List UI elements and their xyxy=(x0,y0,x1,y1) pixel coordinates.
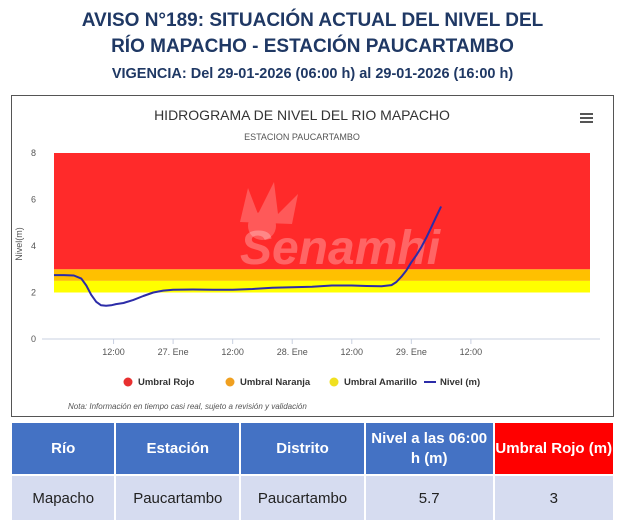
y-tick-label: 6 xyxy=(31,195,36,205)
y-tick-label: 4 xyxy=(31,241,36,251)
band-umbral-naranja xyxy=(54,269,590,281)
table-header-cell: Río xyxy=(11,422,116,475)
x-tick-label: 27. Ene xyxy=(158,347,189,357)
series-layer xyxy=(54,206,443,307)
axes: 0 2 4 6 8 12:00 27. Ene 12:00 28. Ene 12:00 29. En… xyxy=(31,148,600,357)
x-tick-label: 12:00 xyxy=(102,347,125,357)
table-cell: Paucartambo xyxy=(240,475,365,521)
legend-marker xyxy=(225,377,235,387)
table-cell: Mapacho xyxy=(11,475,116,521)
table-header-row: Río Estación Distrito Nivel a las 06:00 h (… xyxy=(11,422,614,475)
table-header-cell: Distrito xyxy=(240,422,365,475)
y-tick-label: 0 xyxy=(31,334,36,344)
legend-label: Umbral Amarillo xyxy=(344,377,417,388)
chart-subtitle: ESTACION PAUCARTAMBO xyxy=(244,132,360,142)
y-axis-label: Nivel(m) xyxy=(14,227,24,261)
table-header-cell: Nivel a las 06:00 h (m) xyxy=(364,422,494,475)
legend-marker xyxy=(123,377,133,387)
watermark-text: Senamhi xyxy=(240,222,442,275)
hydrograph-svg: HIDROGRAMA DE NIVEL DEL RIO MAPACHO ESTA… xyxy=(14,107,600,411)
band-umbral-rojo xyxy=(54,153,590,270)
table-row: Mapacho Paucartambo Paucartambo 5.7 3 xyxy=(11,475,614,521)
legend-label: Umbral Rojo xyxy=(138,377,195,388)
legend-marker xyxy=(329,377,339,387)
table-header-cell: Umbral Rojo (m) xyxy=(493,422,614,475)
chart-legend: Umbral Rojo Umbral Naranja Umbral Amarillo… xyxy=(123,377,480,388)
series-line-nivel xyxy=(54,206,443,307)
table-header-cell: Estación xyxy=(115,422,241,475)
x-tick-label: 28. Ene xyxy=(277,347,308,357)
hydrograph-chart: HIDROGRAMA DE NIVEL DEL RIO MAPACHO ESTA… xyxy=(11,95,614,417)
validity-period: VIGENCIA: Del 29-01-2026 (06:00 h) al 29… xyxy=(111,66,514,82)
x-tick-label: 12:00 xyxy=(460,347,483,357)
table-cell: 5.7 xyxy=(364,475,494,521)
legend-label: Umbral Naranja xyxy=(240,377,311,388)
page-title-line-2: RÍO MAPACHO - ESTACIÓN PAUCARTAMBO xyxy=(111,36,514,57)
y-tick-label: 2 xyxy=(31,288,36,298)
station-table: Río Estación Distrito Nivel a las 06:00 h (… xyxy=(11,422,614,521)
chart-note: Nota: Información en tiempo casi real, s… xyxy=(68,402,307,411)
x-tick-label: 29. Ene xyxy=(396,347,427,357)
page-title-line-1: AVISO N°189: SITUACIÓN ACTUAL DEL NIVEL … xyxy=(81,10,544,31)
table-cell: 3 xyxy=(493,475,614,521)
table-body: Mapacho Paucartambo Paucartambo 5.7 3 xyxy=(11,475,614,521)
table-cell: Paucartambo xyxy=(115,475,241,521)
chart-menu-icon[interactable] xyxy=(578,110,594,126)
legend-label: Nivel (m) xyxy=(440,377,480,388)
x-tick-label: 12:00 xyxy=(341,347,364,357)
y-tick-label: 8 xyxy=(31,148,36,158)
chart-title: HIDROGRAMA DE NIVEL DEL RIO MAPACHO xyxy=(154,107,450,123)
x-tick-label: 12:00 xyxy=(221,347,244,357)
